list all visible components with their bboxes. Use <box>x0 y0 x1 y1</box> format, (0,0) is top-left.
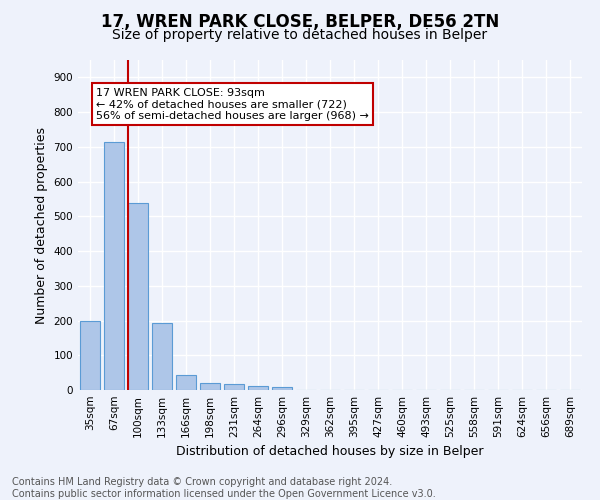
Text: Contains HM Land Registry data © Crown copyright and database right 2024.
Contai: Contains HM Land Registry data © Crown c… <box>12 478 436 499</box>
Text: 17 WREN PARK CLOSE: 93sqm
← 42% of detached houses are smaller (722)
56% of semi: 17 WREN PARK CLOSE: 93sqm ← 42% of detac… <box>96 88 369 121</box>
Text: 17, WREN PARK CLOSE, BELPER, DE56 2TN: 17, WREN PARK CLOSE, BELPER, DE56 2TN <box>101 12 499 30</box>
Bar <box>128 204 148 390</box>
Bar <box>176 374 196 390</box>
Bar <box>272 387 292 390</box>
Text: Size of property relative to detached houses in Belper: Size of property relative to detached ho… <box>112 28 488 42</box>
Bar <box>248 386 268 390</box>
X-axis label: Distribution of detached houses by size in Belper: Distribution of detached houses by size … <box>176 446 484 458</box>
Bar <box>104 142 124 390</box>
Bar <box>80 320 100 390</box>
Bar <box>224 384 244 390</box>
Bar <box>200 383 220 390</box>
Bar <box>152 323 172 390</box>
Y-axis label: Number of detached properties: Number of detached properties <box>35 126 48 324</box>
